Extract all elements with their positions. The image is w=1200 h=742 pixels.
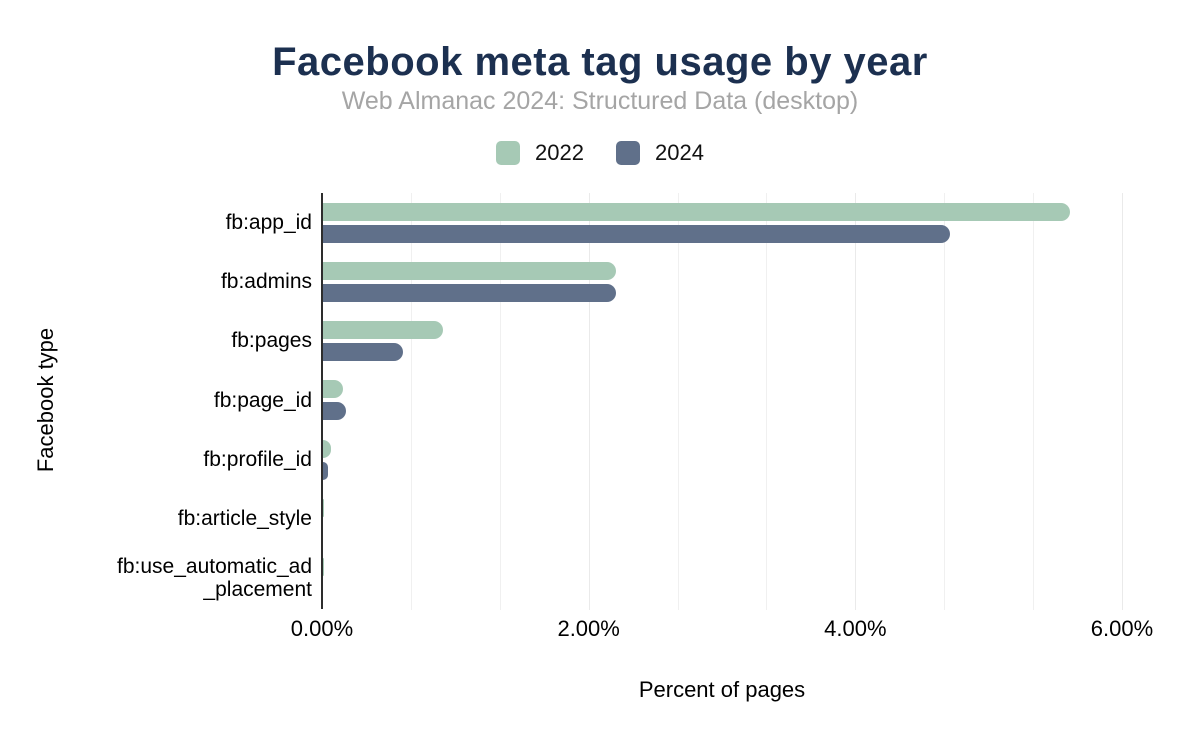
bar-group-fb-app-id xyxy=(323,193,1123,252)
gridline xyxy=(677,193,679,610)
x-tick-2: 2.00% xyxy=(557,616,620,641)
legend-item-2022: 2022 xyxy=(496,140,584,166)
legend-label-2022: 2022 xyxy=(535,140,584,165)
bar-fb-admins-2024[interactable] xyxy=(323,283,617,302)
category-label-fb-app-id: fb:app_id xyxy=(225,210,312,234)
gridline xyxy=(1033,193,1035,610)
legend: 2022 2024 xyxy=(0,140,1200,166)
bar-fb-use-automatic-ad-placement-2022[interactable] xyxy=(323,558,325,577)
legend-swatch-2022-icon xyxy=(496,141,521,165)
bar-rows xyxy=(323,193,1123,608)
bar-group-fb-use-automatic-ad-placement xyxy=(323,549,1123,608)
bar-fb-profile-id-2022[interactable] xyxy=(323,439,331,458)
gridline xyxy=(499,193,501,610)
bar-group-fb-admins xyxy=(323,252,1123,311)
category-labels: fb:app_id fb:admins fb:pages fb:page_id … xyxy=(112,193,312,608)
bar-fb-admins-2022[interactable] xyxy=(323,261,617,280)
bar-group-fb-pages xyxy=(323,312,1123,371)
chart-subtitle: Web Almanac 2024: Structured Data (deskt… xyxy=(341,87,859,115)
bar-fb-pages-2022[interactable] xyxy=(323,321,443,340)
x-tick-0: 0.00% xyxy=(290,616,354,641)
category-label-fb-article-style: fb:article_style xyxy=(177,507,312,531)
bar-fb-app-id-2024[interactable] xyxy=(323,224,950,243)
gridline-4pct xyxy=(855,193,857,610)
category-label-fb-use-automatic-ad-placement: fb:use_automatic_ad_placement xyxy=(117,554,312,602)
legend-label-2024: 2024 xyxy=(655,140,704,165)
bar-group-fb-profile-id xyxy=(323,430,1123,489)
bar-fb-page-id-2022[interactable] xyxy=(323,380,343,399)
y-axis-line xyxy=(321,193,323,609)
legend-item-2024: 2024 xyxy=(616,140,704,166)
x-tick-4: 4.00% xyxy=(824,616,887,641)
category-label-fb-page-id: fb:page_id xyxy=(213,388,312,412)
category-label-fb-profile-id: fb:profile_id xyxy=(203,448,312,471)
gridline xyxy=(410,193,412,610)
category-label-fb-pages: fb:pages xyxy=(231,329,312,353)
x-axis-title: Percent of pages xyxy=(638,677,806,702)
gridline xyxy=(766,193,768,610)
bar-fb-profile-id-2024[interactable] xyxy=(323,461,329,480)
x-tick-6: 6.00% xyxy=(1090,616,1154,641)
bar-fb-page-id-2024[interactable] xyxy=(323,402,346,421)
bar-fb-app-id-2022[interactable] xyxy=(323,202,1070,221)
plot-area xyxy=(321,193,1123,610)
gridline-2pct xyxy=(588,193,590,610)
x-axis-ticks: 0.00% 2.00% 4.00% 6.00% xyxy=(291,616,1153,644)
category-label-fb-admins: fb:admins xyxy=(220,270,312,294)
gridline xyxy=(944,193,946,610)
bar-group-fb-article-style xyxy=(323,489,1123,548)
legend-swatch-2024-icon xyxy=(616,141,640,165)
chart-title: Facebook meta tag usage by year xyxy=(272,40,928,84)
bar-fb-pages-2024[interactable] xyxy=(323,343,403,362)
y-axis-title: Facebook type xyxy=(33,327,58,473)
bar-fb-article-style-2022[interactable] xyxy=(323,499,325,518)
gridline-6pct xyxy=(1122,193,1123,610)
bar-group-fb-page-id xyxy=(323,371,1123,430)
